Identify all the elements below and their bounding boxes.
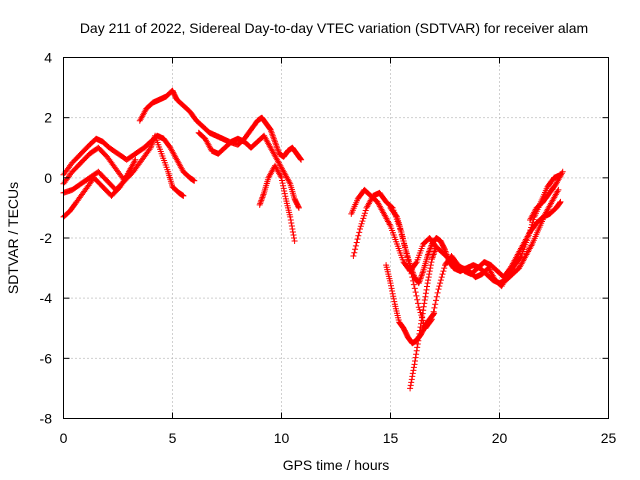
plus-markers xyxy=(527,168,566,223)
y-tick-label: -4 xyxy=(40,290,53,306)
y-tick-label: 0 xyxy=(44,170,52,186)
series-track-6 xyxy=(195,129,302,211)
y-tick-label: 2 xyxy=(44,110,52,126)
chart-title: Day 211 of 2022, Sidereal Day-to-day VTE… xyxy=(80,20,588,36)
y-tick-label: -2 xyxy=(40,230,53,246)
x-tick-label: 0 xyxy=(60,430,68,446)
y-tick-label: -6 xyxy=(40,350,53,366)
y-tick-label: 4 xyxy=(44,50,52,66)
x-tick-label: 25 xyxy=(601,430,617,446)
series-track-10 xyxy=(387,186,562,287)
y-tick-labels: -8 -6 -4 -2 0 2 4 xyxy=(40,50,53,427)
series-track-7 xyxy=(256,162,298,244)
plus-markers xyxy=(387,186,562,287)
x-tick-label: 20 xyxy=(492,430,508,446)
x-axis-label: GPS time / hours xyxy=(283,457,390,473)
y-tick-label: -8 xyxy=(40,411,53,427)
series-track-13 xyxy=(527,168,566,223)
x-tick-labels: 0 5 10 15 20 25 xyxy=(60,430,617,446)
axis-ticks xyxy=(63,57,609,419)
y-axis-label: SDTVAR / TECUs xyxy=(5,182,21,294)
series-track-12 xyxy=(407,244,440,392)
plus-markers xyxy=(256,162,298,244)
plus-markers xyxy=(195,129,302,211)
x-tick-label: 5 xyxy=(169,430,177,446)
x-tick-label: 10 xyxy=(274,430,290,446)
plus-markers xyxy=(407,244,440,392)
grid-lines xyxy=(63,57,609,419)
plot-frame xyxy=(63,57,609,419)
x-tick-label: 15 xyxy=(383,430,399,446)
data-marks xyxy=(60,87,566,392)
